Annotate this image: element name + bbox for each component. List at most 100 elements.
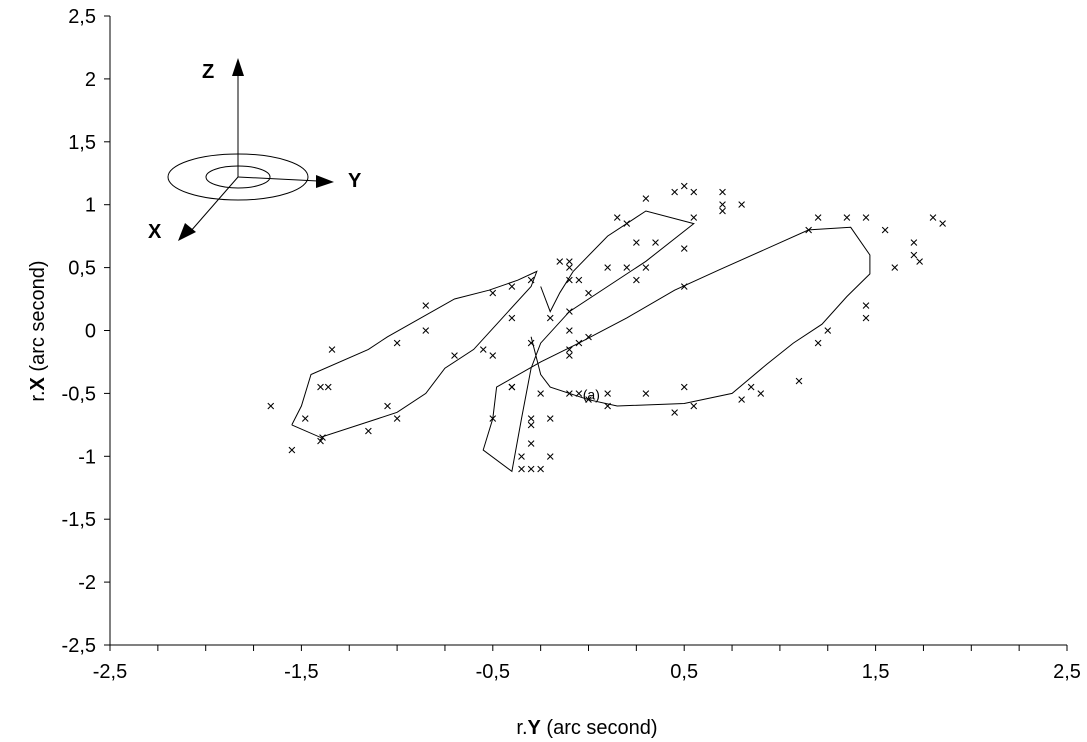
data-point: × <box>929 209 938 226</box>
data-point: × <box>527 417 536 434</box>
data-point: × <box>680 379 689 396</box>
data-point: × <box>527 411 536 428</box>
y-tick-label: 2 <box>85 69 96 91</box>
data-point: × <box>565 304 574 321</box>
y-tick-label: -1,5 <box>62 509 96 531</box>
data-point: × <box>804 222 813 239</box>
data-point: × <box>613 209 622 226</box>
data-point: × <box>527 272 536 289</box>
data-points: ××××××××××××××× × ×××××× ×××××××××× ××××××××… <box>266 178 947 478</box>
data-point: × <box>584 392 593 409</box>
y-axis-label: r.X (arc second) <box>27 260 49 401</box>
data-point: × <box>527 461 536 478</box>
y-axis-label-unit: (arc second) <box>27 260 49 377</box>
x-axis-label: r.Y (arc second) <box>516 717 657 739</box>
data-point: × <box>718 184 727 201</box>
data-point: × <box>536 461 545 478</box>
x-axis-label-unit: (arc second) <box>541 717 658 739</box>
y-tick-label: 1,5 <box>68 132 96 154</box>
data-point: × <box>689 184 698 201</box>
data-point: × <box>393 335 402 352</box>
data-point: × <box>301 411 310 428</box>
data-point: × <box>584 285 593 302</box>
data-point: × <box>823 323 832 340</box>
data-point: × <box>527 436 536 453</box>
chart-axes: -2,5 -2 -1,5 -1 -0,5 0 0,5 1 1,5 2 2,5 -2,5 -1,5 -0,5… <box>62 6 1081 683</box>
data-point: × <box>546 448 555 465</box>
data-point: × <box>632 272 641 289</box>
x-tick-label: 2,5 <box>1053 661 1081 683</box>
triad-x-label: X <box>148 221 162 243</box>
data-point: × <box>324 379 333 396</box>
data-point: × <box>881 222 890 239</box>
data-point: × <box>642 385 651 402</box>
data-point: × <box>508 278 517 295</box>
x-tick-label: 1,5 <box>862 661 890 683</box>
x-tick-label: -2,5 <box>93 661 127 683</box>
data-point: × <box>632 234 641 251</box>
data-point: × <box>814 209 823 226</box>
data-point: × <box>909 247 918 264</box>
data-point: × <box>316 433 325 450</box>
data-point: × <box>546 411 555 428</box>
data-point: × <box>546 310 555 327</box>
data-point: × <box>680 178 689 195</box>
triad-x-arrowhead <box>178 223 196 241</box>
data-point: × <box>603 385 612 402</box>
data-point: × <box>450 348 459 365</box>
data-point: × <box>756 385 765 402</box>
data-point: × <box>364 423 373 440</box>
data-point: × <box>565 348 574 365</box>
data-point: × <box>266 398 275 415</box>
data-point: × <box>737 392 746 409</box>
data-point: × <box>689 209 698 226</box>
data-point: × <box>517 448 526 465</box>
triad-x-axis <box>189 176 239 233</box>
data-point: × <box>862 209 871 226</box>
data-point: × <box>488 285 497 302</box>
data-point: × <box>603 260 612 277</box>
data-point: × <box>737 197 746 214</box>
data-point: × <box>689 398 698 415</box>
data-point: × <box>565 323 574 340</box>
y-tick-label: -0,5 <box>62 383 96 405</box>
data-point: × <box>651 234 660 251</box>
data-point: × <box>287 442 296 459</box>
data-point: × <box>862 310 871 327</box>
x-tick-label: -1,5 <box>284 661 318 683</box>
orbit-curve <box>482 210 871 473</box>
y-tick-label: -2,5 <box>62 635 96 657</box>
data-point: × <box>508 379 517 396</box>
data-point: × <box>603 398 612 415</box>
data-point: × <box>622 216 631 233</box>
data-point: × <box>565 253 574 270</box>
data-point: × <box>555 253 564 270</box>
data-point: × <box>680 278 689 295</box>
orbit-curves <box>291 210 871 473</box>
data-point: × <box>488 411 497 428</box>
x-tick-label: -0,5 <box>476 661 510 683</box>
data-point: × <box>915 253 924 270</box>
triad-z-label: Z <box>202 61 214 83</box>
data-point: × <box>565 260 574 277</box>
data-point: × <box>718 197 727 214</box>
triad-z-arrowhead <box>232 58 244 76</box>
data-point: × <box>843 209 852 226</box>
data-point: × <box>508 379 517 396</box>
data-point: × <box>328 341 337 358</box>
data-point: × <box>517 461 526 478</box>
data-point: × <box>565 385 574 402</box>
data-point: × <box>383 398 392 415</box>
data-point: × <box>747 379 756 396</box>
data-point: × <box>421 323 430 340</box>
data-point: × <box>670 184 679 201</box>
data-point: × <box>565 272 574 289</box>
data-point: × <box>318 429 327 446</box>
triad-y-label: Y <box>348 170 362 192</box>
data-point: × <box>565 341 574 358</box>
axes-triad: Z Y X <box>148 58 362 243</box>
triad-y-axis <box>237 176 319 182</box>
data-point: × <box>575 335 584 352</box>
data-point: × <box>393 411 402 428</box>
